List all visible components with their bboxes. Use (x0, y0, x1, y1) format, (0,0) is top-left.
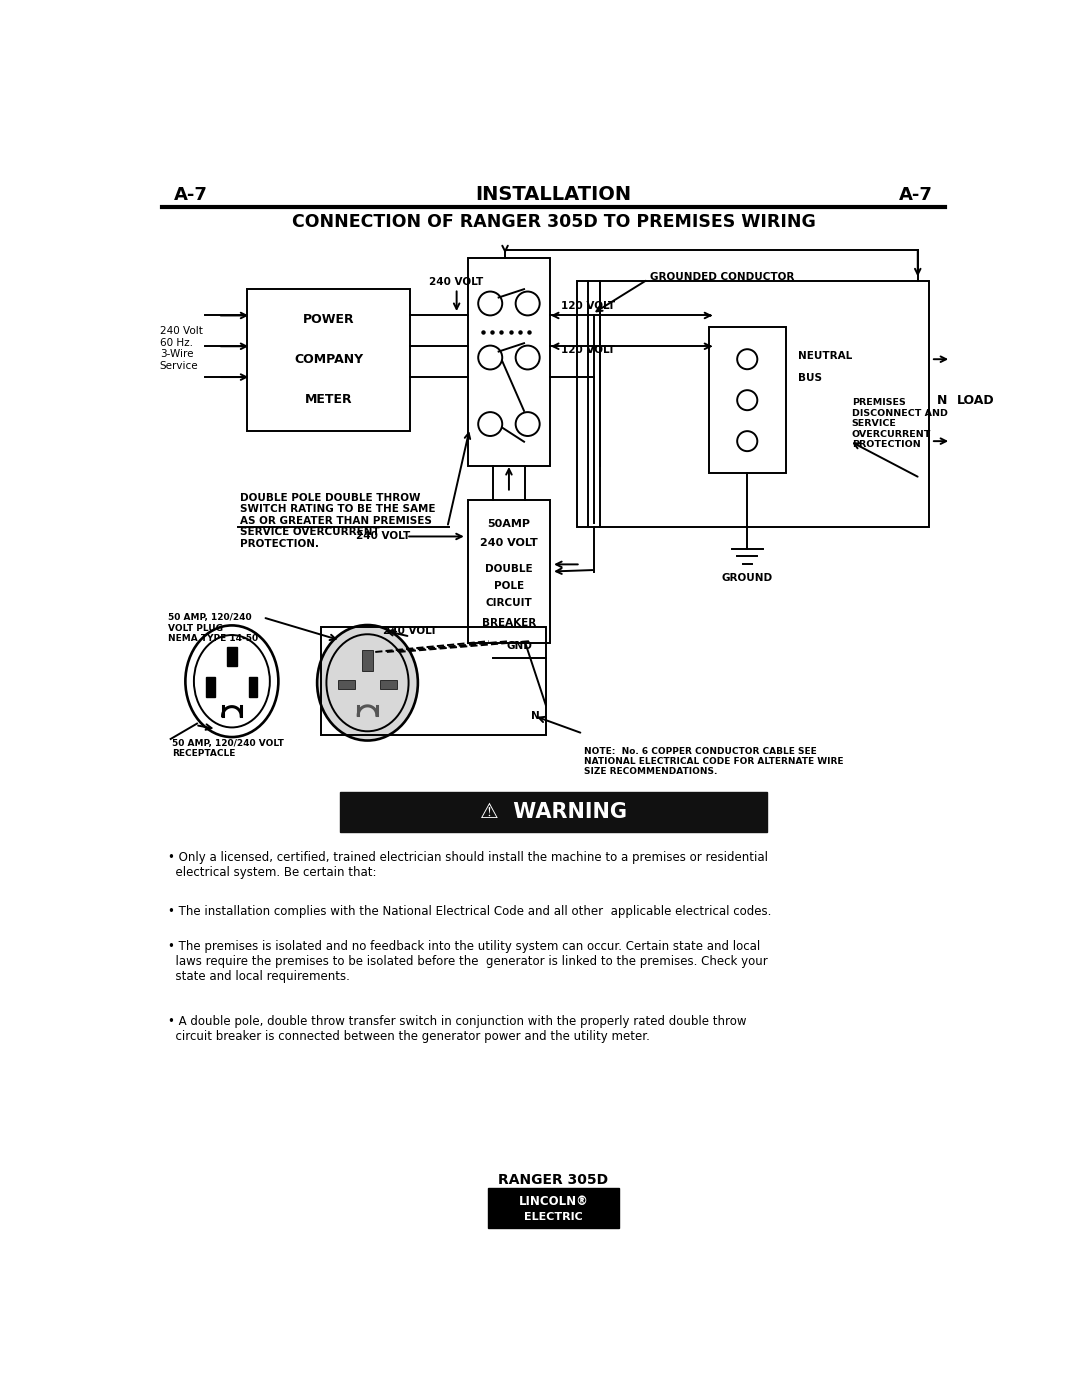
Text: ELECTRIC: ELECTRIC (524, 1211, 583, 1222)
Text: CONNECTION OF RANGER 305D TO PREMISES WIRING: CONNECTION OF RANGER 305D TO PREMISES WI… (292, 214, 815, 232)
Bar (206, 676, 215, 697)
Text: NOTE:  No. 6 COPPER CONDUCTOR CABLE SEE
NATIONAL ELECTRICAL CODE FOR ALTERNATE W: NOTE: No. 6 COPPER CONDUCTOR CABLE SEE N… (584, 746, 843, 777)
Bar (469, 500, 550, 643)
Text: 240 VOLT: 240 VOLT (383, 626, 437, 636)
Text: INSTALLATION: INSTALLATION (475, 184, 632, 204)
Text: COMPANY: COMPANY (294, 353, 363, 366)
Text: • The installation complies with the National Electrical Code and all other  app: • The installation complies with the Nat… (167, 905, 771, 918)
Text: GND: GND (507, 641, 532, 651)
Bar (321, 627, 545, 735)
Text: NEUTRAL: NEUTRAL (798, 351, 852, 362)
Ellipse shape (318, 624, 418, 740)
Text: BREAKER: BREAKER (482, 617, 536, 627)
Text: LINCOLN®: LINCOLN® (518, 1194, 589, 1207)
Text: PREMISES
DISCONNECT AND
SERVICE
OVERCURRENT
PROTECTION: PREMISES DISCONNECT AND SERVICE OVERCURR… (852, 398, 948, 448)
Bar (488, 1187, 619, 1228)
Text: ⚠  WARNING: ⚠ WARNING (480, 802, 627, 821)
Text: N: N (937, 394, 947, 407)
Text: • The premises is isolated and no feedback into the utility system can occur. Ce: • The premises is isolated and no feedba… (167, 940, 767, 982)
Text: 120 VOLT: 120 VOLT (562, 302, 616, 312)
Bar (247, 289, 410, 432)
Text: 120 VOLT: 120 VOLT (562, 345, 616, 355)
Text: GROUND: GROUND (721, 573, 773, 584)
Bar (248, 676, 257, 697)
Text: DOUBLE: DOUBLE (485, 563, 532, 574)
Text: A-7: A-7 (900, 186, 933, 204)
Text: POLE: POLE (494, 581, 524, 591)
Text: METER: METER (305, 393, 352, 407)
Ellipse shape (186, 626, 279, 738)
Bar (469, 257, 550, 465)
Text: 50AMP: 50AMP (487, 520, 530, 529)
Text: RANGER 305D: RANGER 305D (499, 1173, 608, 1187)
Text: • Only a licensed, certified, trained electrician should install the machine to : • Only a licensed, certified, trained el… (167, 851, 768, 879)
Bar (340, 792, 767, 833)
Text: DOUBLE POLE DOUBLE THROW
SWITCH RATING TO BE THE SAME
AS OR GREATER THAN PREMISE: DOUBLE POLE DOUBLE THROW SWITCH RATING T… (240, 493, 435, 549)
Bar (380, 680, 397, 689)
Text: 50 AMP, 120/240
VOLT PLUG
NEMA TYPE 14-50: 50 AMP, 120/240 VOLT PLUG NEMA TYPE 14-5… (167, 613, 258, 643)
Bar (362, 650, 373, 671)
Text: A-7: A-7 (174, 186, 207, 204)
Bar (338, 680, 355, 689)
Text: GROUNDED CONDUCTOR: GROUNDED CONDUCTOR (650, 272, 795, 282)
Text: 240 VOLT: 240 VOLT (430, 277, 484, 286)
Text: 240 VOLT: 240 VOLT (356, 531, 410, 542)
Text: LOAD: LOAD (957, 394, 994, 407)
Bar (227, 647, 237, 666)
Bar (577, 281, 930, 527)
Text: 240 VOLT: 240 VOLT (481, 538, 538, 548)
Bar (708, 327, 786, 474)
Text: POWER: POWER (302, 313, 354, 327)
Text: CIRCUIT: CIRCUIT (486, 598, 532, 608)
Text: 50 AMP, 120/240 VOLT
RECEPTACLE: 50 AMP, 120/240 VOLT RECEPTACLE (172, 739, 284, 759)
Text: N: N (531, 711, 540, 721)
Text: BUS: BUS (798, 373, 822, 383)
Text: 240 Volt
60 Hz.
3-Wire
Service: 240 Volt 60 Hz. 3-Wire Service (160, 326, 203, 372)
Text: • A double pole, double throw transfer switch in conjunction with the properly r: • A double pole, double throw transfer s… (167, 1014, 746, 1042)
